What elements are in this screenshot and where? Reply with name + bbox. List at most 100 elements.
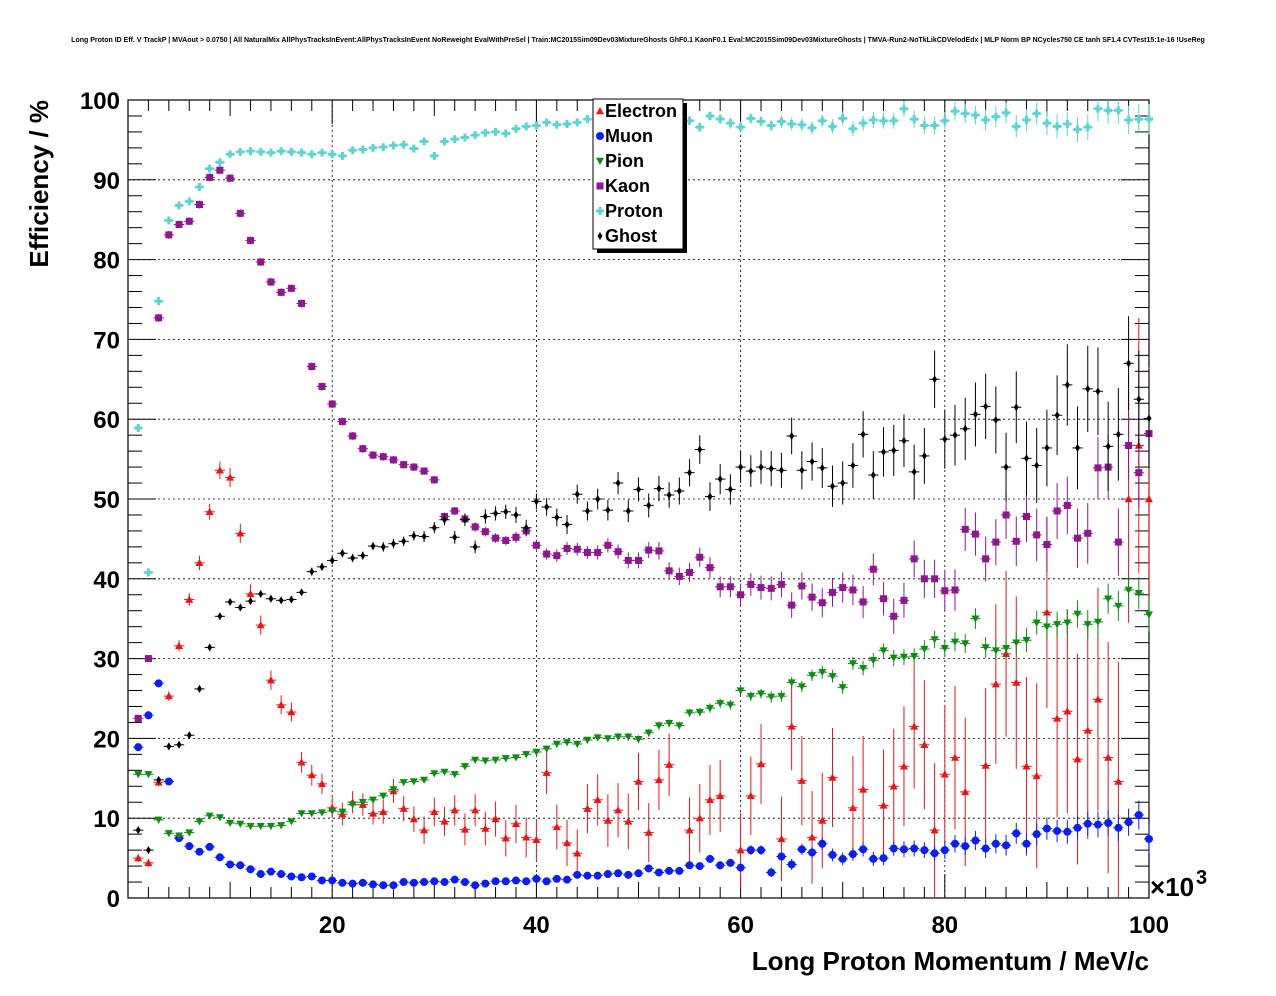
data-point [1073,125,1082,134]
data-point [634,735,643,744]
data-point [869,115,878,124]
data-point [797,120,806,129]
data-point [899,762,908,770]
data-point [511,124,520,133]
data-point [920,846,929,855]
data-point [1114,823,1123,832]
data-point [297,148,306,157]
data-point [614,548,622,556]
data-point [829,482,835,491]
legend-label-proton: Proton [605,201,663,221]
data-point [675,572,683,580]
x-tick-label: 40 [523,912,550,939]
data-point [1104,753,1113,761]
data-point [389,881,398,890]
data-point [931,575,939,583]
data-point [542,118,551,127]
data-point [818,599,826,607]
data-point [236,529,245,537]
data-point [544,502,550,511]
data-point [808,833,817,841]
data-point [818,116,827,125]
data-point [185,217,193,225]
data-point [215,158,224,167]
data-point [644,828,653,836]
data-point [594,548,602,556]
data-point [1114,602,1123,610]
data-point [687,468,693,477]
data-point [758,463,764,472]
data-point [277,870,286,879]
data-point [840,479,846,488]
data-point [532,835,541,843]
data-point [991,839,1000,848]
data-point [573,118,582,127]
data-point [1022,839,1031,848]
data-point [195,201,203,209]
data-point [900,596,908,604]
data-point [1083,621,1092,629]
data-point [317,148,326,157]
y-tick-label: 20 [93,726,120,753]
data-point [746,791,755,800]
data-point [951,638,960,646]
data-point [308,363,316,371]
series-ghost [133,316,1152,855]
data-point [440,137,449,146]
data-point [297,810,306,818]
data-point [624,733,633,741]
data-point [1022,115,1031,124]
data-point [920,645,929,654]
data-point [552,740,561,748]
data-point [236,820,245,828]
data-point [789,431,795,440]
data-point [777,852,786,861]
data-point [593,734,602,742]
data-point [819,463,825,472]
data-point [850,461,856,470]
data-point [460,878,469,887]
data-point [501,755,510,763]
data-point [777,580,785,588]
data-point [1013,403,1019,412]
data-point [451,507,459,515]
data-point [420,776,429,784]
data-point [685,861,694,870]
data-point [1042,824,1051,833]
data-point [808,123,817,132]
data-point [329,556,335,565]
series-electron [133,317,1153,898]
data-point [389,456,397,464]
data-point [195,558,204,567]
data-point [338,418,346,426]
data-point [930,849,939,858]
data-point [1053,714,1062,722]
data-point [552,120,561,129]
data-point [481,528,489,536]
data-point [848,660,857,668]
data-point [767,121,776,130]
data-point [726,858,735,867]
data-point [736,687,745,695]
data-point [299,588,305,597]
data-point [348,801,357,809]
data-point [420,826,429,834]
legend-marker-kaon [596,182,604,190]
data-point [563,838,572,847]
data-point [716,861,725,870]
data-point [828,672,837,681]
data-point [348,146,357,155]
data-point [859,845,868,854]
data-point [501,877,510,886]
data-point [879,801,888,809]
data-point [962,424,968,433]
data-point [369,796,378,804]
data-point [1093,104,1102,113]
data-point [583,871,592,880]
data-point [196,684,202,693]
data-point [993,415,999,424]
data-point [297,758,306,766]
data-point [511,819,520,827]
data-point [338,151,347,160]
data-point [654,868,663,877]
